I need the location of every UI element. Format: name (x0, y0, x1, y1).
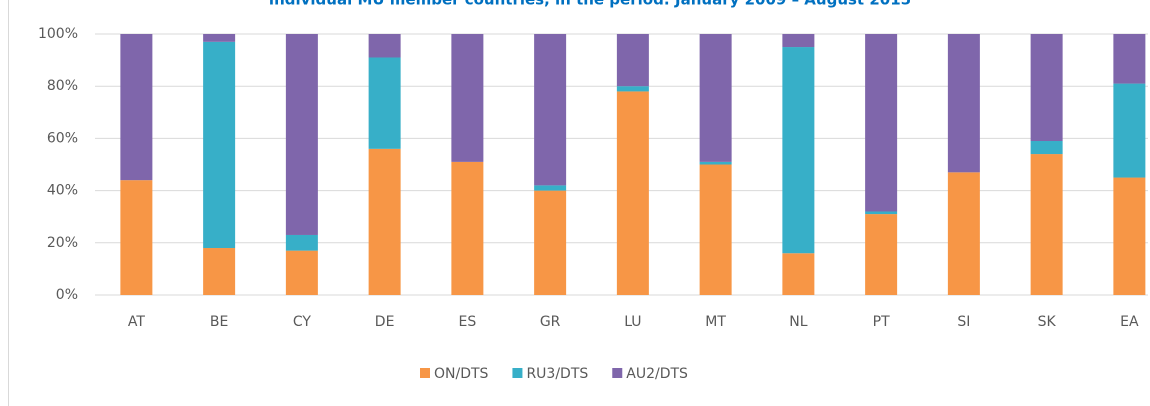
bar-segment (368, 148, 401, 295)
bar-segment (782, 47, 815, 254)
bar-segment (534, 190, 567, 295)
x-tick-label: ES (459, 314, 477, 330)
bar-segment (120, 180, 153, 295)
x-tick-label: SK (1038, 314, 1057, 330)
bar-segment (1113, 177, 1146, 295)
x-tick-label: BE (210, 314, 228, 330)
y-tick-label: 60% (47, 130, 78, 146)
legend-swatch (420, 368, 430, 378)
x-tick-label: PT (873, 314, 890, 330)
legend-label: AU2/DTS (626, 366, 688, 382)
y-tick-label: 80% (47, 78, 78, 94)
x-tick-label: GR (540, 314, 561, 330)
bar-segment (1113, 83, 1146, 178)
bar-segment (285, 250, 318, 295)
y-tick-label: 20% (47, 235, 78, 251)
bar-segment (451, 161, 484, 295)
bar-segment (865, 214, 898, 295)
y-tick-label: 40% (47, 183, 78, 199)
legend-swatch (512, 368, 523, 378)
bar-segment (1113, 34, 1146, 84)
legend-label: RU3/DTS (526, 366, 588, 382)
legend-swatch (612, 368, 623, 378)
bar-segment (865, 34, 898, 212)
bar-segment (368, 34, 401, 58)
bar-segment (203, 34, 236, 42)
bar-segment (699, 161, 732, 165)
bar-segment (203, 248, 236, 295)
bar-segment (534, 185, 567, 191)
bar-segment (865, 211, 898, 215)
bar-segment (699, 34, 732, 162)
bar-segment (947, 172, 980, 295)
bar-segment (782, 34, 815, 48)
x-tick-label: MT (705, 314, 726, 330)
chart-title: individual MU member countries, in the p… (269, 0, 911, 9)
bar-segment (1030, 141, 1063, 155)
bar-segment (782, 253, 815, 295)
bar-segment (1030, 154, 1063, 295)
bar-segment (120, 34, 153, 181)
bar-segment (203, 41, 236, 249)
bar-segment (616, 34, 649, 87)
x-tick-label: DE (375, 314, 395, 330)
bar-segment (285, 234, 318, 251)
y-tick-label: 0% (56, 287, 78, 303)
bar-segment (1030, 34, 1063, 142)
legend-label: ON/DTS (434, 366, 489, 382)
x-tick-label: LU (624, 314, 641, 330)
x-tick-label: EA (1120, 314, 1139, 330)
bar-segment (451, 34, 484, 162)
bar-segment (285, 34, 318, 235)
x-tick-label: CY (293, 314, 312, 330)
x-tick-label: SI (957, 314, 970, 330)
bar-segment (616, 91, 649, 295)
bar-segment (947, 34, 980, 173)
bar-segment (699, 164, 732, 295)
bar-segment (368, 57, 401, 149)
y-tick-label: 100% (38, 26, 78, 42)
bar-segment (616, 86, 649, 92)
bar-segment (534, 34, 567, 186)
x-tick-label: AT (128, 314, 145, 330)
x-tick-label: NL (789, 314, 807, 330)
